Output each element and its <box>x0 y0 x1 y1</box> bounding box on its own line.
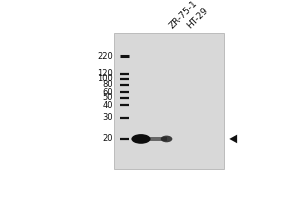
Text: 60: 60 <box>102 88 113 97</box>
Polygon shape <box>229 135 237 143</box>
Bar <box>114 33 224 169</box>
Ellipse shape <box>161 136 172 142</box>
Text: 40: 40 <box>103 101 113 110</box>
Text: 20: 20 <box>103 134 113 143</box>
Text: 50: 50 <box>103 93 113 102</box>
Ellipse shape <box>131 134 151 144</box>
Text: HT-29: HT-29 <box>185 5 210 30</box>
Text: 80: 80 <box>102 80 113 89</box>
Text: 120: 120 <box>97 69 113 78</box>
Text: 100: 100 <box>97 74 113 83</box>
Text: 220: 220 <box>97 52 113 61</box>
Bar <box>141 137 167 141</box>
Text: 30: 30 <box>102 113 113 122</box>
Text: ZR-75-1: ZR-75-1 <box>168 0 199 30</box>
